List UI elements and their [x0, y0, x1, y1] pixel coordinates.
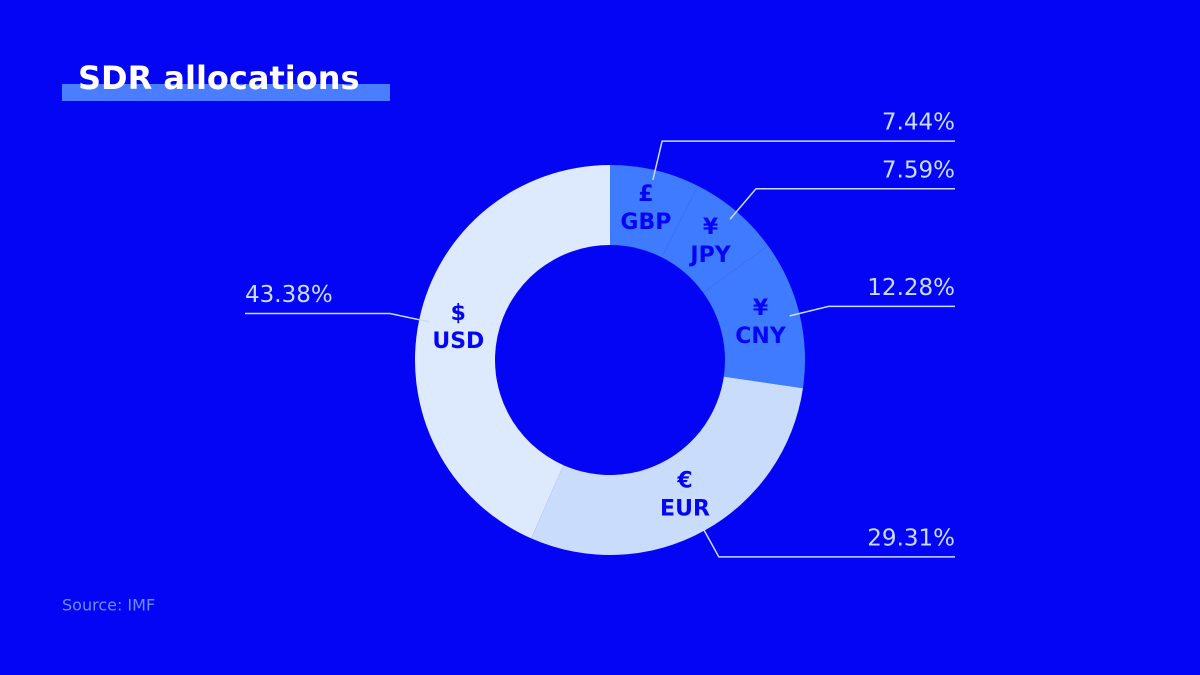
slice — [531, 376, 803, 555]
chart-title: SDR allocations — [78, 59, 360, 97]
slice — [415, 165, 610, 539]
leader-line — [245, 312, 430, 323]
leader-line — [729, 188, 955, 220]
slice-symbol: $ — [451, 301, 466, 326]
slice-label: GBP — [620, 210, 671, 235]
value-label: 29.31% — [867, 525, 955, 551]
slice-symbol: ¥ — [703, 215, 719, 240]
slice-symbol: £ — [638, 182, 653, 207]
slice-label: USD — [432, 329, 484, 354]
slice — [661, 185, 768, 293]
value-label: 43.38% — [245, 282, 333, 308]
slice-symbol: ¥ — [753, 296, 769, 321]
leader-line — [789, 305, 955, 317]
value-label: 12.28% — [867, 275, 955, 301]
slice-label: EUR — [660, 497, 710, 522]
slice-label: CNY — [735, 324, 787, 349]
slice-label: JPY — [688, 243, 731, 268]
slice — [703, 245, 805, 389]
value-label: 7.44% — [882, 110, 955, 136]
title-highlight — [62, 84, 390, 101]
slice — [610, 165, 698, 258]
slice-symbol: € — [676, 469, 692, 494]
value-label: 7.59% — [882, 157, 955, 183]
leader-line — [652, 140, 955, 181]
leader-line — [698, 521, 955, 558]
source: Source: IMF — [62, 596, 155, 615]
